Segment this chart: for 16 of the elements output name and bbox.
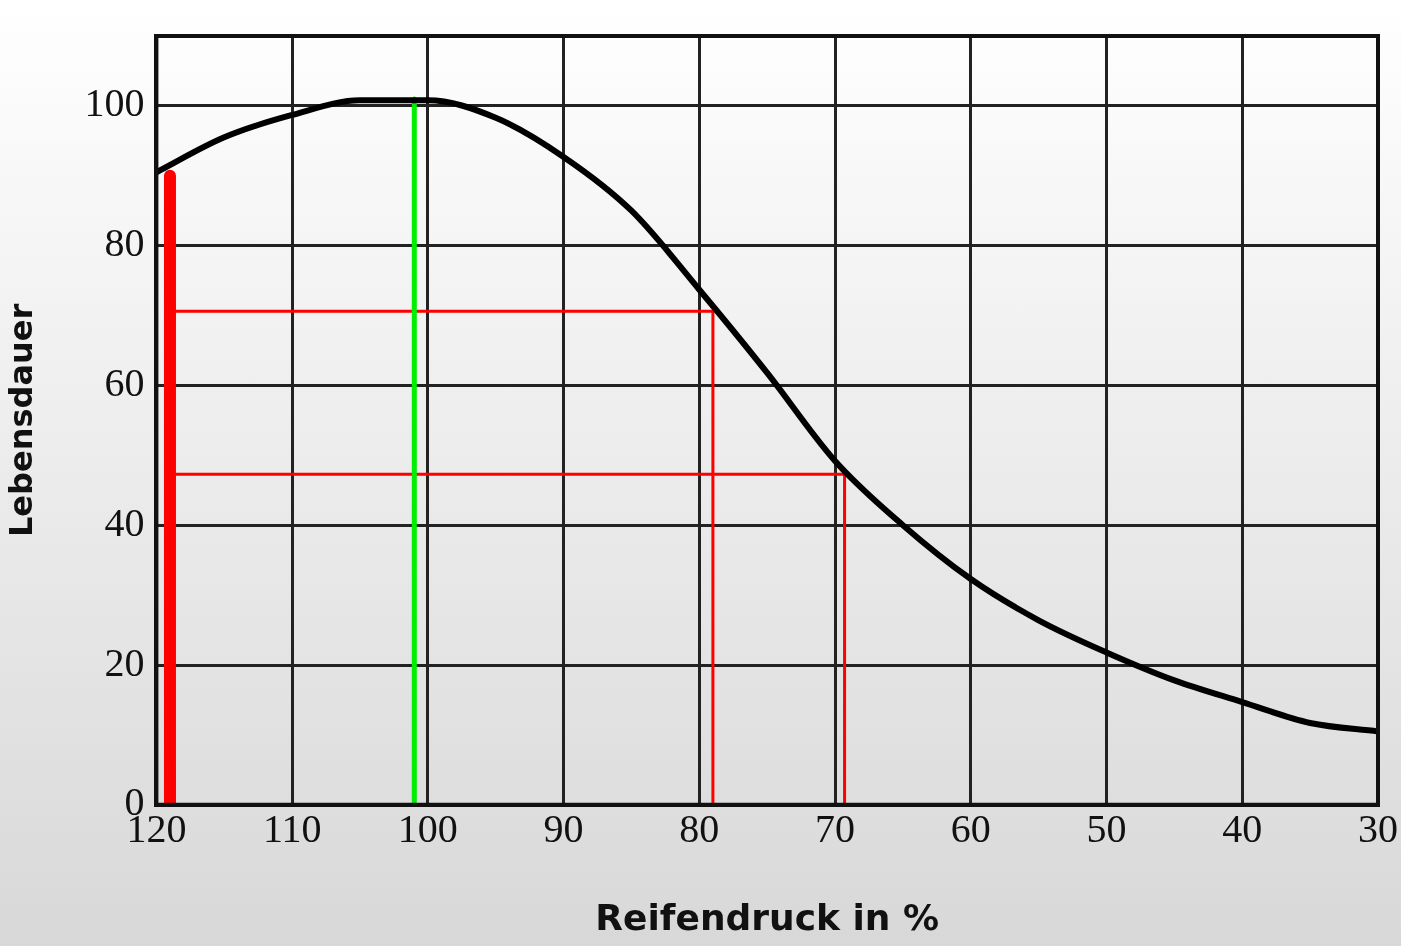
x-tick-label: 40 (1222, 806, 1263, 852)
x-tick-label: 50 (1086, 806, 1127, 852)
y-tick-label: 80 (104, 220, 145, 266)
x-tick-label: 80 (679, 806, 720, 852)
x-tick-label: 90 (543, 806, 584, 852)
x-tick-label: 70 (815, 806, 856, 852)
x-tick-label: 100 (397, 806, 458, 852)
x-tick-label: 30 (1358, 806, 1398, 852)
y-tick-label: 20 (104, 639, 145, 685)
y-tick-label: 40 (104, 499, 145, 545)
x-tick-label: 60 (950, 806, 991, 852)
y-axis-title: Lebensdauer (1, 303, 40, 538)
y-tick-label: 60 (104, 359, 145, 405)
x-axis-title: Reifendruck in % (595, 896, 940, 938)
y-tick-label: 100 (84, 80, 145, 126)
x-tick-label: 110 (262, 806, 322, 852)
